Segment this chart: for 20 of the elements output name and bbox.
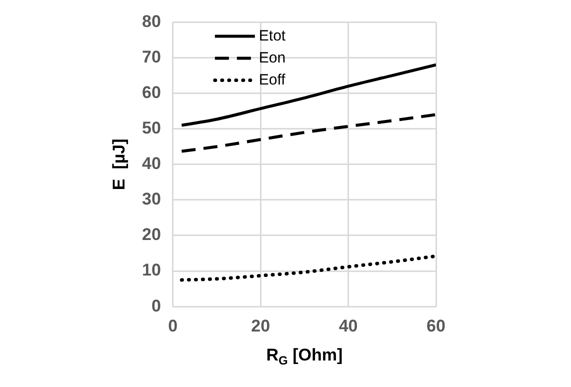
y-axis-title: E [µJ]	[110, 138, 129, 190]
line-series	[180, 113, 436, 153]
y-tick-label: 0	[151, 296, 161, 316]
legend-label: Eoff	[258, 71, 286, 88]
x-tick-label: 40	[338, 316, 358, 336]
x-tick-label: 0	[168, 316, 178, 336]
y-tick-label: 70	[142, 47, 161, 66]
legend-label: Eon	[258, 49, 286, 66]
y-tick-label: 20	[142, 225, 161, 244]
y-tick-label: 40	[142, 154, 161, 174]
y-tick-label: 80	[142, 12, 161, 31]
y-tick-label: 30	[142, 190, 161, 209]
line-series	[180, 254, 436, 282]
x-tick-label: 20	[251, 316, 270, 336]
y-tick-label: 10	[142, 260, 161, 280]
x-tick-label: 60	[426, 316, 446, 336]
line-series	[180, 63, 436, 127]
y-tick-label: 50	[142, 118, 161, 138]
y-tick-label: 60	[142, 82, 161, 102]
legend-label: Etot	[258, 27, 286, 44]
